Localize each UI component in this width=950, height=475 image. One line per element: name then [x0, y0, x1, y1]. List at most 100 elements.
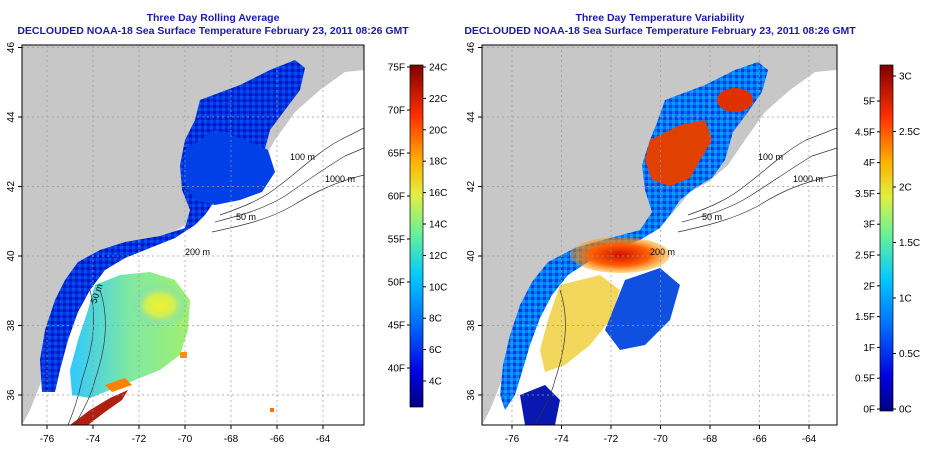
graticule — [22, 45, 364, 425]
left-map-area: 100 m 1000 m 50 m 200 m 50 m — [22, 45, 364, 425]
y-tick-label: 44 — [6, 111, 17, 123]
x-tick-label: -66 — [752, 434, 767, 445]
colorbar-label-f: 55F — [388, 235, 405, 246]
colorbar-celsius-labels: 24C 22C 20C 18C 16C 14C 12C 10C 8C 6C 4C — [423, 63, 447, 388]
colorbar-label-c: 14C — [429, 220, 447, 231]
land-mass — [22, 45, 364, 425]
colorbar-label-f: 65F — [388, 149, 405, 160]
high-variability-gulf-of-maine — [645, 120, 712, 186]
contour-label: 1000 m — [325, 174, 355, 184]
warm-pixel — [270, 408, 274, 412]
right-map-panel: Three Day Temperature Variability DECLOU… — [464, 12, 920, 445]
latitude-axis: 36 38 40 42 44 46 — [6, 42, 22, 401]
y-tick-label: 36 — [466, 389, 477, 401]
contour-label: 200 m — [650, 247, 675, 257]
colorbar-label-c: 1.5C — [899, 238, 920, 249]
low-variability-zone — [605, 268, 680, 350]
y-tick-label: 38 — [6, 320, 17, 332]
map-frame — [21, 44, 365, 426]
colorbar-label-c: 2C — [899, 183, 912, 194]
high-variability-shelf — [570, 237, 670, 273]
contour-label: 200 m — [185, 247, 210, 257]
colorbar-label-f: 3F — [863, 220, 875, 231]
colorbar-label-f: 60F — [388, 192, 405, 203]
x-tick-label: -72 — [132, 434, 147, 445]
warm-pixel — [180, 352, 187, 358]
y-tick-label: 42 — [466, 181, 477, 193]
colorbar-label-f: 50F — [388, 278, 405, 289]
y-tick-label: 40 — [6, 250, 17, 262]
y-tick-label: 46 — [466, 42, 477, 54]
y-tick-label: 42 — [6, 181, 17, 193]
contour-label: 100 m — [758, 152, 783, 162]
bathymetry-contours — [534, 127, 837, 425]
x-tick-label: -64 — [802, 434, 817, 445]
contour-label: 100 m — [290, 152, 315, 162]
colorbar-celsius-labels: 3C 2.5C 2C 1.5C 1C 0.5C 0C — [893, 72, 920, 416]
colorbar-label-f: 1F — [863, 343, 875, 354]
contour-label: 50 m — [702, 212, 722, 222]
right-map-title: Three Day Temperature Variability — [575, 12, 744, 24]
x-tick-label: -68 — [703, 434, 718, 445]
colorbar-label-c: 18C — [429, 157, 447, 168]
colorbar-label-f: 5F — [863, 97, 875, 108]
colorbar-label-c: 22C — [429, 94, 447, 105]
x-tick-label: -70 — [178, 434, 193, 445]
x-tick-label: -74 — [554, 434, 569, 445]
colorbar-label-c: 10C — [429, 282, 447, 293]
land-mass — [482, 45, 837, 425]
colorbar-label-f: 2.5F — [855, 251, 875, 262]
left-map-subtitle: DECLOUDED NOAA-18 Sea Surface Temperatur… — [17, 25, 409, 37]
colorbar-label-f: 3.5F — [855, 189, 875, 200]
y-tick-label: 44 — [466, 111, 477, 123]
high-variability-northeast — [717, 88, 753, 112]
y-tick-label: 36 — [6, 389, 17, 401]
colorbar-label-c: 20C — [429, 125, 447, 136]
x-tick-label: -76 — [40, 434, 55, 445]
bathymetry-contours — [67, 127, 364, 425]
warm-core-eddy — [132, 283, 188, 327]
y-tick-label: 38 — [466, 320, 477, 332]
colorbar-scale — [409, 64, 424, 408]
contour-labels: 100 m 1000 m 50 m 200 m — [650, 152, 823, 257]
right-map-area: 100 m 1000 m 50 m 200 m — [482, 45, 837, 425]
x-tick-label: -76 — [505, 434, 520, 445]
map-frame — [481, 44, 838, 426]
x-tick-label: -70 — [653, 434, 668, 445]
contour-label: 1000 m — [793, 174, 823, 184]
colorbar-fahrenheit-labels: 75F 70F 65F 60F 55F 50F 45F 40F — [388, 63, 410, 375]
colorbar-label-c: 0C — [899, 405, 912, 416]
colorbar-label-c: 2.5C — [899, 127, 920, 138]
left-map-panel: Three Day Rolling Average DECLOUDED NOAA… — [6, 12, 447, 445]
colorbar-label-c: 1C — [899, 294, 912, 305]
x-tick-label: -72 — [604, 434, 619, 445]
longitude-axis: -76 -74 -72 -70 -68 -66 -64 — [40, 425, 331, 445]
colorbar-label-c: 24C — [429, 63, 447, 74]
colorbar-label-f: 70F — [388, 106, 405, 117]
colorbar-label-f: 0.5F — [855, 374, 875, 385]
colorbar-scale — [879, 64, 894, 412]
gulf-stream — [70, 390, 128, 425]
temperature-colorbar: 75F 70F 65F 60F 55F 50F 45F 40F 24C 22C 20C 18C 16C… — [388, 63, 447, 408]
latitude-axis: 36 38 40 42 44 46 — [466, 42, 482, 401]
gulf-stream-edge — [105, 378, 132, 392]
x-tick-label: -66 — [270, 434, 285, 445]
left-map-title: Three Day Rolling Average — [147, 12, 280, 24]
colorbar-label-f: 75F — [388, 63, 405, 74]
colorbar-label-f: 4F — [863, 158, 875, 169]
longitude-axis: -76 -74 -72 -70 -68 -66 -64 — [505, 425, 817, 445]
moderate-variability-zone — [540, 275, 620, 372]
colorbar-label-c: 4C — [429, 377, 442, 388]
x-tick-label: -68 — [224, 434, 239, 445]
colorbar-label-f: 1.5F — [855, 312, 875, 323]
x-tick-label: -74 — [86, 434, 101, 445]
contour-label: 50 m — [236, 212, 256, 222]
colorbar-label-c: 16C — [429, 188, 447, 199]
right-map-subtitle: DECLOUDED NOAA-18 Sea Surface Temperatur… — [464, 25, 856, 37]
colorbar-label-c: 12C — [429, 251, 447, 262]
colorbar-label-f: 45F — [388, 321, 405, 332]
x-tick-label: -64 — [316, 434, 331, 445]
colorbar-label-c: 3C — [899, 72, 912, 83]
colorbar-label-f: 2F — [863, 281, 875, 292]
